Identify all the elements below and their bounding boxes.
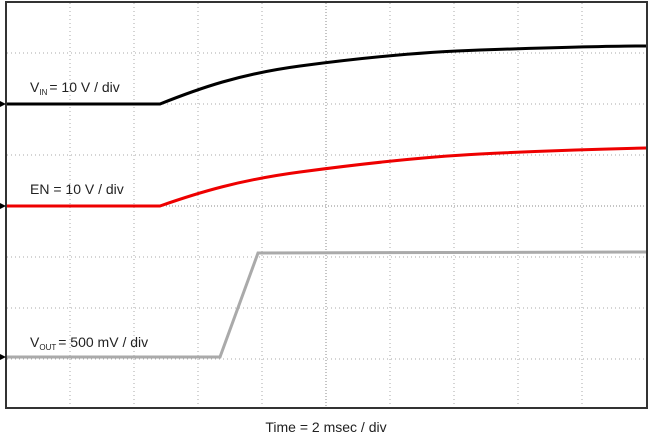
vout-label: VOUT = 500 mV / div: [30, 334, 148, 352]
plot-frame: [5, 1, 648, 409]
vin-marker: [0, 101, 6, 107]
grid: [7, 3, 646, 407]
vout-trace: [7, 250, 647, 359]
vin-label: VIN = 10 V / div: [30, 79, 120, 97]
label-name: V: [30, 334, 40, 350]
en-label: EN = 10 V / div: [30, 181, 124, 197]
label-subscript: OUT: [39, 343, 56, 352]
label-subscript: IN: [39, 88, 47, 97]
x-axis-label: Time = 2 msec / div: [265, 419, 386, 434]
label-scale: = 10 V / div: [49, 79, 119, 95]
en-marker: [0, 203, 6, 209]
label-scale: = 500 mV / div: [58, 334, 148, 350]
vout-marker: [0, 354, 6, 360]
label-scale: = 10 V / div: [53, 181, 123, 197]
label-name: EN: [30, 181, 49, 197]
label-name: V: [30, 79, 40, 95]
vin-trace: [7, 44, 647, 106]
en-trace: [7, 146, 647, 208]
